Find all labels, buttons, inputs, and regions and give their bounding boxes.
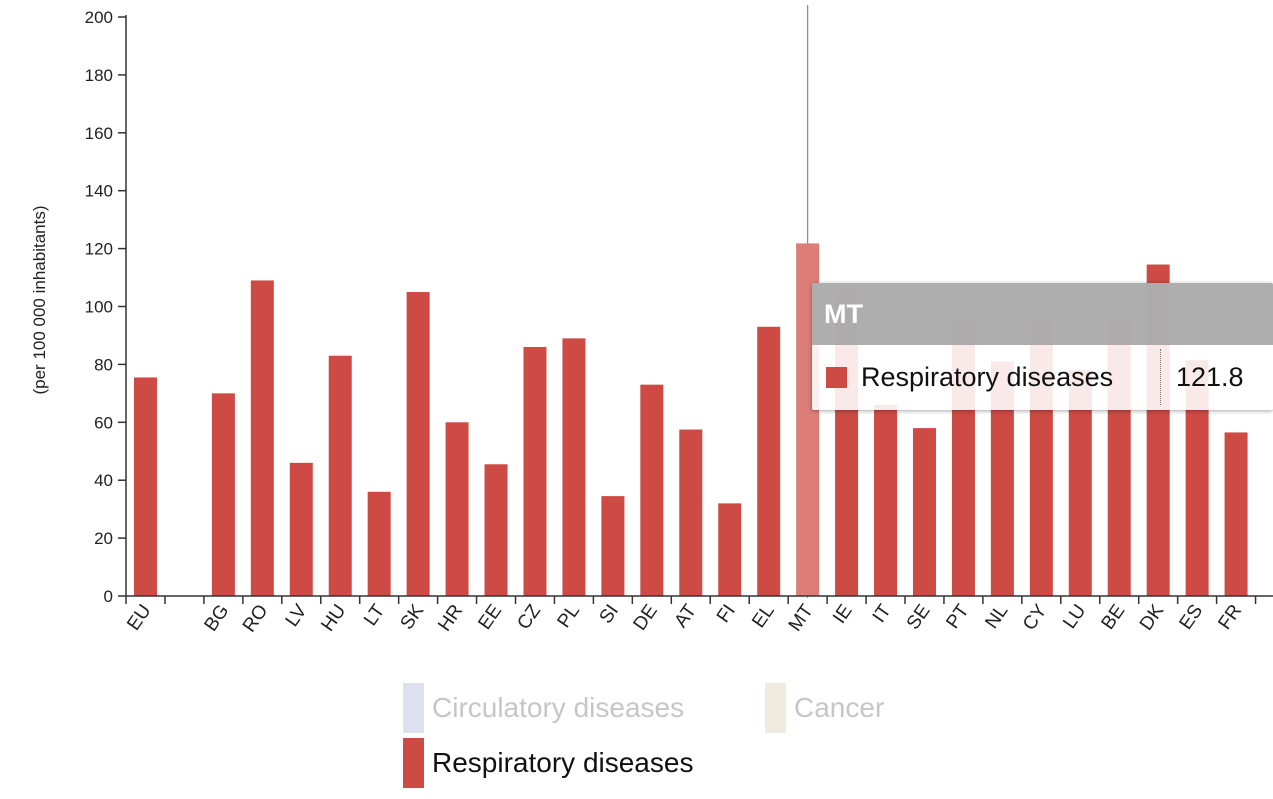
x-tick-label: SE — [903, 601, 935, 634]
y-tick-label: 200 — [85, 8, 113, 27]
bar-fr — [1224, 432, 1248, 596]
bar-el — [757, 326, 781, 596]
bar-es — [1185, 360, 1209, 596]
y-tick-label: 20 — [94, 529, 113, 548]
x-tick-label: EE — [474, 601, 506, 634]
legend-item-respiratory-diseases[interactable]: Respiratory diseases — [403, 738, 693, 788]
legend-swatch-circulatory — [403, 683, 424, 733]
x-tick-label: DE — [630, 601, 662, 635]
tooltip-value: 121.8 — [1176, 361, 1244, 392]
bar-si — [601, 496, 625, 596]
bar-lv — [289, 462, 313, 596]
y-tick-label: 120 — [85, 240, 113, 259]
x-tick-label: CZ — [513, 601, 545, 634]
tooltip-series-swatch — [826, 366, 847, 388]
bar-at — [679, 429, 703, 596]
x-tick-label: ES — [1175, 601, 1207, 634]
bar-se — [912, 428, 936, 596]
x-tick-label: EU — [123, 601, 155, 635]
bar-nl — [990, 361, 1014, 596]
legend-label-cancer: Cancer — [794, 692, 885, 723]
x-tick-label: BE — [1098, 601, 1130, 634]
bar-fi — [718, 503, 742, 596]
y-tick-label: 60 — [94, 413, 113, 432]
x-tick-label: SK — [396, 601, 428, 634]
y-axis-label: (per 100 000 inhabitants) — [30, 205, 49, 394]
x-tick-label: LV — [282, 601, 312, 631]
x-tick-label: SI — [595, 601, 622, 628]
bar-cz — [523, 347, 547, 596]
bar-ee — [484, 464, 508, 596]
tooltip: MT Respiratory diseases 121.8 — [812, 283, 1273, 410]
legend-label-respiratory: Respiratory diseases — [432, 747, 694, 778]
legend-label-circulatory: Circulatory diseases — [432, 692, 685, 723]
bar-eu — [133, 377, 157, 596]
bar-de — [640, 384, 664, 596]
y-tick-label: 140 — [85, 182, 113, 201]
bar-bg — [211, 393, 235, 596]
bar-pl — [562, 338, 586, 596]
x-tick-label: AT — [671, 601, 702, 632]
x-tick-label: PL — [553, 601, 584, 632]
tooltip-title: MT — [812, 283, 1273, 345]
x-tick-label: CY — [1019, 601, 1052, 635]
y-tick-label: 80 — [94, 355, 113, 374]
legend-swatch-cancer — [765, 683, 786, 733]
y-tick-label: 0 — [104, 587, 113, 606]
bar-hu — [328, 355, 352, 596]
tooltip-row: Respiratory diseases 121.8 — [812, 345, 1273, 409]
bar-hr — [445, 422, 469, 596]
x-tick-label: FR — [1214, 601, 1246, 634]
legend: Circulatory diseases Cancer Respiratory … — [403, 683, 963, 793]
bar-it — [874, 404, 898, 596]
x-tick-label: RO — [239, 601, 273, 636]
x-tick-label: NL — [981, 601, 1012, 633]
bar-lu — [1068, 370, 1092, 596]
x-tick-label: EL — [748, 601, 779, 632]
y-tick-label: 160 — [85, 124, 113, 143]
legend-swatch-respiratory — [403, 738, 424, 788]
legend-item-circulatory-diseases[interactable]: Circulatory diseases — [403, 683, 684, 733]
x-tick-label: HR — [434, 601, 467, 636]
x-tick-label: FI — [713, 601, 740, 627]
x-tick-label: IT — [869, 601, 896, 627]
y-tick-label: 180 — [85, 66, 113, 85]
x-tick-label: HU — [317, 601, 350, 636]
x-tick-label: BG — [201, 601, 234, 636]
bar-ro — [250, 280, 274, 596]
x-tick-label: DK — [1136, 601, 1169, 635]
tooltip-divider — [1160, 349, 1161, 405]
y-tick-label: 100 — [85, 298, 113, 317]
legend-item-cancer[interactable]: Cancer — [765, 683, 884, 733]
bar-lt — [367, 491, 391, 596]
x-tick-label: LU — [1059, 601, 1090, 633]
x-tick-label: LT — [360, 601, 389, 630]
bar-sk — [406, 292, 430, 596]
x-tick-label: MT — [785, 601, 818, 636]
tooltip-series-name: Respiratory diseases — [861, 361, 1114, 392]
x-tick-label: PT — [942, 601, 973, 633]
y-tick-label: 40 — [94, 471, 113, 490]
x-tick-label: IE — [829, 601, 856, 628]
